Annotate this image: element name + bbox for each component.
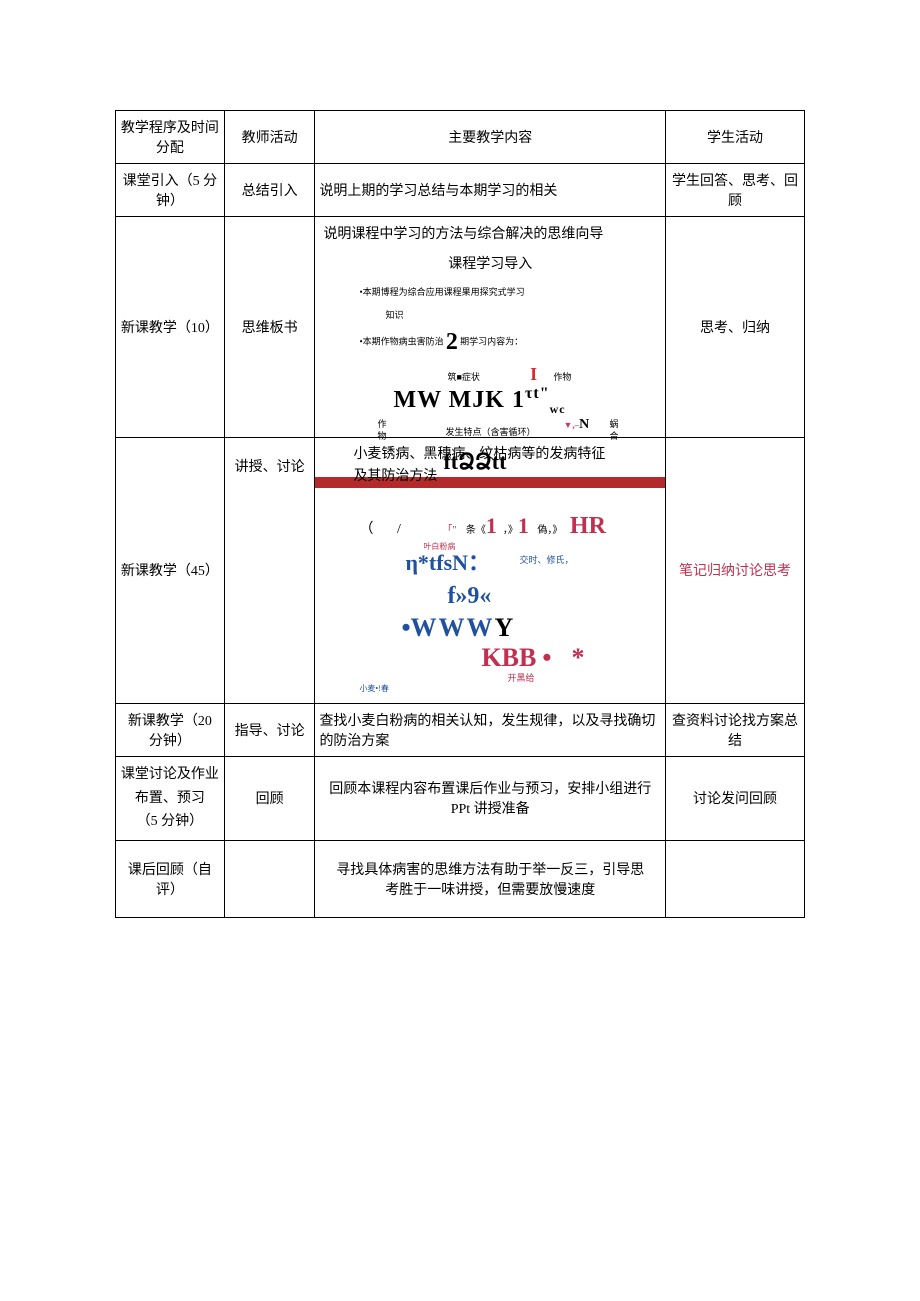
header-col3: 主要教学内容 [315, 111, 666, 164]
r2-c2: 思维板书 [224, 217, 315, 438]
d2-paren-open: （ [359, 522, 373, 537]
d1-vn: N [579, 417, 589, 432]
d2-f9: f»9« [447, 583, 491, 610]
d2-header-l1: 小麦锈病、黑穗病、纹枯病等的发病特征 [353, 447, 605, 462]
d2-wwwy: •WWWY [401, 613, 513, 643]
r1-c3: 说明上期的学习总结与本期学习的相关 [315, 164, 666, 217]
d1-intro-line: 说明课程中学习的方法与综合解决的思维向导 [315, 217, 665, 247]
table-row: 新课教学（45） 讲授、讨论 小麦锈病、黑穗病、纹枯病等的发病特征 及其防治方法… [116, 438, 805, 704]
r4-c2: 指导、讨论 [224, 703, 315, 756]
r1-c4: 学生回答、思考、回顾 [665, 164, 804, 217]
d1-title: 课程学习导入 [315, 253, 665, 273]
d1-wc: wc [550, 402, 566, 416]
d2-www: WWW [411, 613, 495, 642]
d2-kbb-dot: • [542, 643, 551, 672]
d1-bullet2-pre: •本期作物病虫害防治 [359, 337, 445, 347]
r3-c4: 笔记归纳讨论思考 [665, 438, 804, 704]
d2-midblock: （ / 「" 条《1，》1 偽，》 HR 叶白粉病 η*tfsN： 交时、修氏，… [323, 513, 657, 703]
r2-c3-diagram: 说明课程中学习的方法与综合解决的思维向导 课程学习导入 •本期博程为综合应用课程… [315, 217, 666, 438]
d2-tiao: 条《 [466, 525, 486, 536]
d2-kbb-star: * [571, 643, 584, 672]
d1-bullet2-post: 期学习内容为： [458, 337, 523, 347]
d2-header: 小麦锈病、黑穗病、纹枯病等的发病特征 及其防治方法 [323, 438, 657, 493]
r6-c2 [224, 841, 315, 918]
d2-dot: • [401, 613, 410, 642]
d2-one-b: 1 [518, 513, 529, 538]
d1-bullet1: •本期博程为综合应用课程果用探究式学习 [315, 277, 665, 300]
d1-red-i: I [530, 364, 537, 384]
r6-c4 [665, 841, 804, 918]
d1-mwmjk-row: MW MJK 1τt"wc [315, 385, 665, 417]
d2-jiaoshi: 交时、修氏， [519, 553, 573, 566]
r3-c3-diagram: 小麦锈病、黑穗病、纹枯病等的发病特征 及其防治方法 （ / 「" 条《1，》1 … [315, 438, 666, 704]
r2-c4: 思考、归纳 [665, 217, 804, 438]
table-row: 课后回顾（自评） 寻找具体病害的思维方法有助于举一反三，引导思考胜于一味讲授，但… [116, 841, 805, 918]
d2-eta: η*tfsN： [405, 545, 490, 577]
r5-c1: 课堂讨论及作业布置、预习 （5 分钟） [116, 756, 225, 840]
r2-c1: 新课教学（10） [116, 217, 225, 438]
d2-bracket: 「" [442, 525, 456, 536]
table-row: 课堂引入（5 分钟） 总结引入 说明上期的学习总结与本期学习的相关 学生回答、思… [116, 164, 805, 217]
table-row: 新课教学（10） 思维板书 说明课程中学习的方法与综合解决的思维向导 课程学习导… [116, 217, 805, 438]
d1-mwmjk: MW MJK 1 [393, 387, 525, 413]
d2-slash: / [397, 522, 401, 537]
d2-kbb-group: KBB• * [481, 643, 584, 673]
d2-comma-a: ，》 [503, 525, 518, 536]
r6-c1: 课后回顾（自评） [116, 841, 225, 918]
d2-comma-b: 偽，》 [535, 525, 563, 536]
diagram-course-intro: 说明课程中学习的方法与综合解决的思维向导 课程学习导入 •本期博程为综合应用课程… [315, 217, 665, 437]
d2-line1: （ / 「" 条《1，》1 偽，》 HR [359, 513, 605, 540]
d1-bullet2: •本期作物病虫害防治 2 期学习内容为： [315, 323, 665, 360]
d1-symptoms-row: 筑■症状 I 作物 [315, 360, 665, 385]
d1-bottom-row: 作 物 发生特点（含害循环） ▼,–N 蜗 合 [315, 417, 665, 437]
table-row: 课堂讨论及作业布置、预习 （5 分钟） 回顾 回顾本课程内容布置课后作业与预习，… [116, 756, 805, 840]
d1-vn-group: ▼,–N [563, 417, 589, 433]
d2-header-l2: 及其防治方法 [353, 469, 437, 484]
r5-c1-l2: （5 分钟） [137, 814, 204, 829]
r5-c3: 回顾本课程内容布置课后作业与预习，安排小组进行 PPt 讲授准备 [315, 756, 666, 840]
r5-c1-l1: 课堂讨论及作业布置、预习 [121, 767, 219, 806]
r1-c2: 总结引入 [224, 164, 315, 217]
d2-y: Y [495, 613, 514, 642]
d2-xiaomai: 小麦•!春 [359, 683, 388, 694]
r4-c1: 新课教学（20 分钟） [116, 703, 225, 756]
d1-symptoms: 筑■症状 [447, 372, 479, 382]
d2-hr: HR [570, 513, 606, 539]
r6-c3: 寻找具体病害的思维方法有助于举一反三，引导思考胜于一味讲授，但需要放慢速度 [315, 841, 666, 918]
r5-c4: 讨论发问回顾 [665, 756, 804, 840]
header-col4: 学生活动 [665, 111, 804, 164]
table-row: 新课教学（20 分钟） 指导、讨论 查找小麦白粉病的相关认知，发生规律，以及寻找… [116, 703, 805, 756]
d1-big2: 2 [446, 329, 458, 355]
r5-c2: 回顾 [224, 756, 315, 840]
r4-c4: 查资料讨论找方案总结 [665, 703, 804, 756]
table-header-row: 教学程序及时间分配 教师活动 主要教学内容 学生活动 [116, 111, 805, 164]
r1-c1: 课堂引入（5 分钟） [116, 164, 225, 217]
d1-fasheng: 发生特点（含害循环） [445, 425, 535, 438]
header-col1: 教学程序及时间分配 [116, 111, 225, 164]
d1-crops-small: 作物 [553, 372, 571, 382]
r3-c1: 新课教学（45） [116, 438, 225, 704]
d2-kaihei: 开黑给 [507, 671, 534, 684]
r4-c3: 查找小麦白粉病的相关认知，发生规律，以及寻找确切的防治方案 [315, 703, 666, 756]
d1-vtri: ▼,– [563, 420, 579, 430]
header-col2: 教师活动 [224, 111, 315, 164]
lesson-plan-table: 教学程序及时间分配 教师活动 主要教学内容 学生活动 课堂引入（5 分钟） 总结… [115, 110, 805, 918]
diagram-wheat-disease: 小麦锈病、黑穗病、纹枯病等的发病特征 及其防治方法 （ / 「" 条《1，》1 … [323, 438, 657, 703]
r3-c2: 讲授、讨论 [224, 438, 315, 704]
d2-kbb: KBB [481, 643, 536, 672]
d2-one-a: 1 [486, 513, 497, 538]
d1-tt: τt" [525, 385, 550, 402]
d1-knowledge: 知识 [315, 300, 665, 323]
